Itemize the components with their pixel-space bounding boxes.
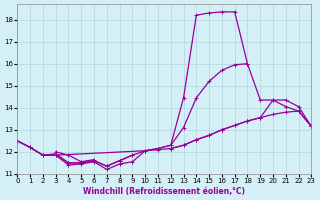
X-axis label: Windchill (Refroidissement éolien,°C): Windchill (Refroidissement éolien,°C) — [84, 187, 245, 196]
